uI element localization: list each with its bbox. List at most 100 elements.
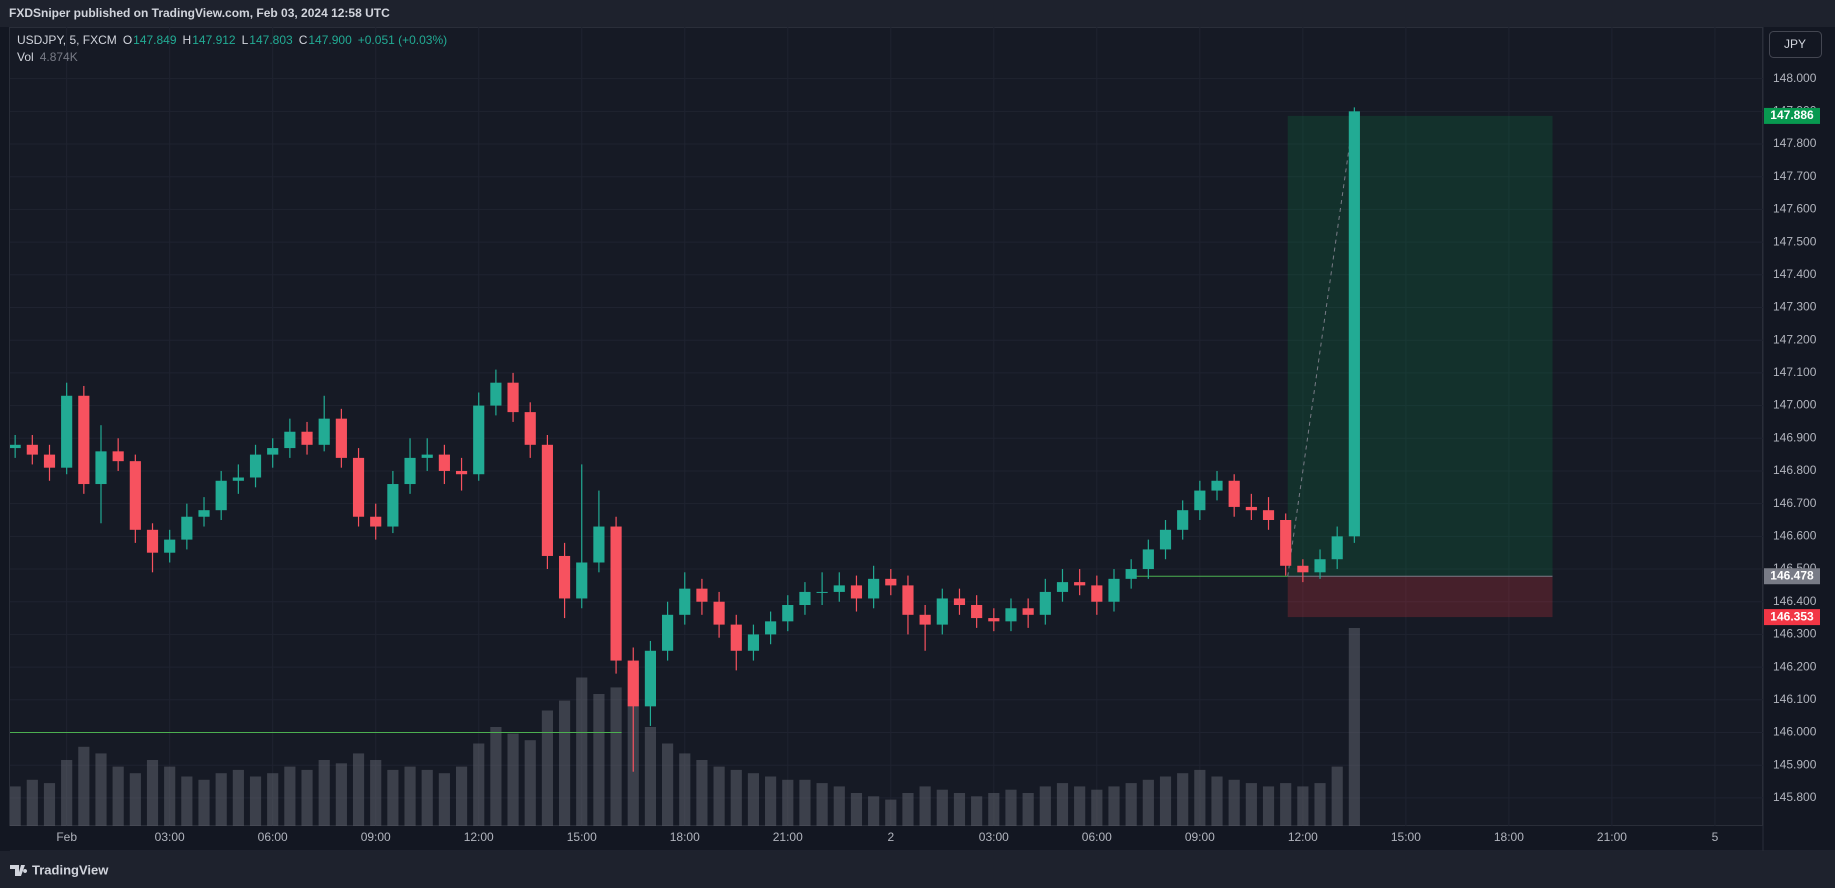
legend: USDJPY, 5, FXCM O147.849 H147.912 L147.803 C… — [17, 33, 447, 47]
y-tick-label: 147.200 — [1773, 332, 1817, 346]
candle-body — [919, 614, 931, 625]
y-tick-label: 146.000 — [1773, 725, 1817, 739]
y-tick-label: 146.800 — [1773, 463, 1817, 477]
plot-pane — [9, 27, 1763, 826]
candle-body — [43, 454, 56, 468]
x-tick-label: 2 — [887, 830, 894, 844]
volume-bar — [1005, 789, 1017, 826]
volume-bar — [301, 769, 313, 826]
candle-body — [61, 395, 73, 468]
volume-bar — [421, 769, 433, 826]
price-tag-label: 147.886 — [1770, 108, 1814, 122]
y-tick-label: 145.900 — [1773, 757, 1817, 771]
candle-body — [1159, 529, 1172, 550]
y-tick-label: 147.100 — [1773, 365, 1817, 379]
candle-body — [988, 618, 1000, 622]
volume-bar — [473, 743, 485, 826]
y-tick-label: 146.100 — [1773, 692, 1817, 706]
candle-body — [610, 526, 622, 661]
volume-bar — [936, 789, 948, 826]
volume-legend: Vol 4.874K — [17, 50, 78, 64]
logo-text[interactable]: TradingView — [32, 862, 109, 877]
candle-body — [1228, 480, 1240, 507]
volume-bar — [524, 740, 536, 826]
price-tag — [1764, 609, 1820, 626]
candle-body — [421, 454, 433, 458]
candle-body — [1005, 608, 1017, 622]
candle-body — [902, 585, 914, 615]
volume-bar — [782, 779, 794, 826]
candle-body — [1331, 536, 1343, 560]
candle-body — [1297, 565, 1309, 573]
legend-field-value: 147.912 — [192, 33, 236, 47]
candle-body — [387, 484, 399, 527]
volume-bar — [850, 793, 863, 826]
y-tick-label: 147.800 — [1773, 136, 1817, 150]
x-tick-label: 03:00 — [155, 830, 185, 844]
candle-body — [1056, 582, 1069, 592]
volume-bar — [816, 783, 828, 826]
candle-body — [868, 578, 880, 599]
candle-body — [1022, 608, 1034, 615]
volume-bar — [232, 769, 244, 826]
candle-body — [524, 412, 536, 445]
y-tick-label: 146.700 — [1773, 496, 1817, 510]
volume-bar — [198, 779, 210, 826]
volume-bar — [713, 766, 725, 826]
y-tick-label: 147.700 — [1773, 169, 1817, 183]
candle-body — [576, 562, 588, 599]
candle-body — [1108, 578, 1120, 602]
volume-bar — [1262, 786, 1275, 826]
volume-bar — [1348, 628, 1360, 826]
legend-field-label: H — [183, 33, 192, 47]
candle-body — [1245, 506, 1257, 511]
candle-body — [1211, 480, 1223, 491]
volume-bar — [919, 786, 931, 826]
candle-body — [816, 591, 828, 593]
volume-bar — [1022, 793, 1034, 826]
candle-body — [1142, 549, 1154, 570]
volume-bar — [1039, 786, 1051, 826]
y-tick-label: 147.400 — [1773, 267, 1817, 281]
volume-bar — [644, 727, 657, 826]
legend-change: +0.051 (+0.03%) — [358, 33, 447, 47]
volume-bar — [1159, 776, 1172, 826]
volume-bar — [404, 766, 416, 826]
position-target-zone — [1287, 115, 1553, 577]
candle-body — [284, 431, 296, 449]
legend-field-value: 147.803 — [249, 33, 293, 47]
volume-bar — [576, 677, 588, 826]
candle-body — [26, 444, 38, 455]
volume-bar — [1056, 783, 1069, 826]
x-tick-label: 18:00 — [670, 830, 700, 844]
volume-bar — [765, 776, 777, 826]
candle-body — [352, 457, 365, 517]
volume-bar — [799, 779, 811, 826]
volume-bar — [679, 753, 691, 826]
volume-bar — [1314, 783, 1326, 826]
y-tick-label: 148.000 — [1773, 71, 1817, 85]
y-tick-label: 147.300 — [1773, 300, 1817, 314]
candle-body — [782, 605, 794, 622]
volume-bar — [249, 776, 262, 826]
volume-bar — [490, 727, 502, 826]
candle-body — [1125, 569, 1137, 579]
candle-body — [799, 591, 811, 605]
volume-bar — [971, 796, 983, 826]
candle-body — [404, 457, 416, 485]
x-tick-label: 18:00 — [1494, 830, 1524, 844]
volume-bar — [284, 766, 296, 826]
volume-bar — [164, 766, 176, 826]
x-tick-label: 09:00 — [361, 830, 391, 844]
currency-label[interactable]: JPY — [1784, 37, 1806, 51]
currency-button[interactable] — [1769, 31, 1822, 58]
candle-body — [593, 526, 605, 563]
price-tag-label: 146.353 — [1770, 609, 1814, 623]
publish-info: FXDSniper published on TradingView.com, … — [9, 6, 390, 20]
price-tag — [1764, 107, 1820, 124]
volume-bar — [1177, 773, 1189, 826]
candle-body — [953, 598, 966, 605]
top-bar — [0, 0, 1835, 27]
y-tick-label: 146.600 — [1773, 529, 1817, 543]
